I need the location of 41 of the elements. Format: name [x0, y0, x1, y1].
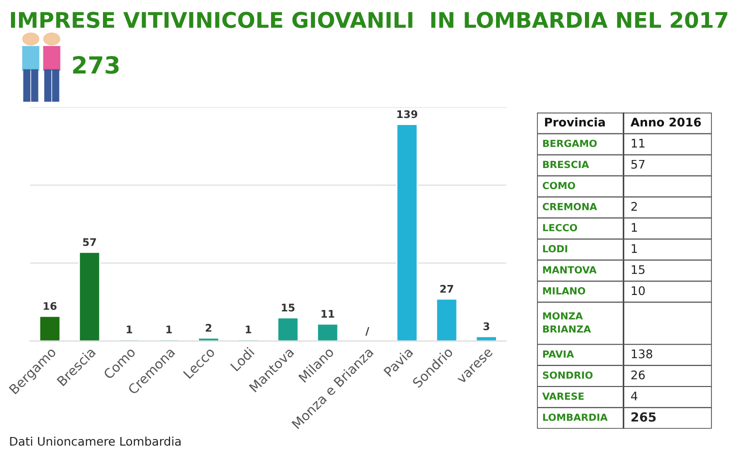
category-label: BERGAMO — [543, 140, 597, 148]
data-label: 4 — [631, 392, 638, 400]
category-label: MONZA BRIANZA — [543, 312, 591, 333]
data-label: 1 — [246, 326, 252, 334]
text: Anno 2016 — [630, 118, 701, 127]
data-label: 27 — [440, 284, 454, 293]
data-label: 10 — [632, 286, 645, 296]
data-label: 1 — [632, 223, 637, 232]
category-label: CREMONA — [542, 202, 598, 210]
data-label: 57 — [83, 238, 96, 246]
data-label: 3 — [483, 322, 490, 330]
data-label: 1 — [166, 326, 172, 334]
data-label: 139 — [397, 110, 418, 118]
data-label: 1 — [126, 326, 132, 334]
data-label: 26 — [631, 370, 645, 380]
data-label: 15 — [632, 265, 644, 274]
chart-title: IMPRESE VITIVINICOLE GIOVANILI IN LOMBARDIA NEL 2017 — [10, 12, 728, 28]
data-label: 15 — [282, 304, 294, 312]
category-label: SONDRIO — [542, 371, 593, 379]
data-label: 138 — [632, 349, 652, 358]
data-label: 11 — [632, 138, 644, 148]
category-label: LODI — [543, 245, 568, 252]
data-label: 16 — [44, 302, 57, 310]
category-label: VARESE — [542, 392, 584, 400]
category-label: LECCO — [543, 224, 578, 232]
data-label: 57 — [631, 160, 645, 169]
category-label: LOMBARDIA — [543, 414, 608, 421]
text: Dati Unioncamere Lombardia — [10, 436, 181, 446]
category-label: COMO — [542, 182, 576, 190]
data-label: 2 — [206, 324, 212, 332]
category-label: PAVIA — [543, 350, 574, 358]
text: / — [365, 327, 370, 336]
data-label: 2 — [631, 202, 637, 211]
category-label: MILANO — [543, 287, 586, 295]
category-label: BRESCIA — [543, 160, 590, 168]
text: Provincia — [545, 117, 605, 127]
text: 273 — [73, 56, 119, 74]
data-label: 265 — [631, 412, 656, 422]
category-label: MANTOVA — [543, 266, 597, 274]
data-label: 11 — [322, 310, 334, 318]
data-label: 1 — [632, 244, 637, 253]
